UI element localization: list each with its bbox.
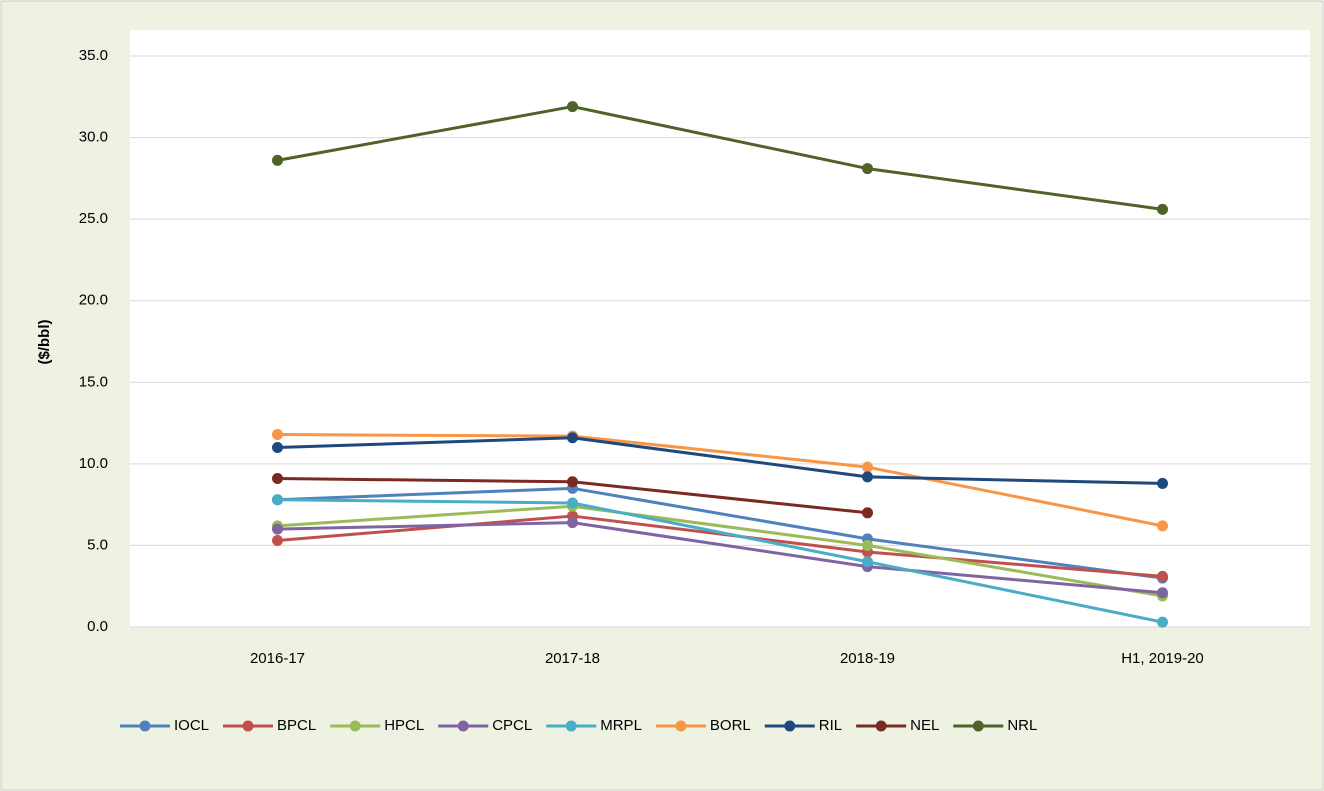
data-point <box>1157 477 1168 489</box>
data-point <box>567 517 578 529</box>
data-point <box>272 154 283 166</box>
data-point <box>272 428 283 440</box>
legend-label: BORL <box>710 717 751 734</box>
data-point <box>272 494 283 506</box>
legend-marker <box>875 720 887 732</box>
x-tick-label: 2018-19 <box>840 650 895 667</box>
y-tick-label: 35.0 <box>79 47 108 64</box>
legend-label: IOCL <box>174 717 209 734</box>
data-point <box>1157 203 1168 215</box>
y-tick-label: 30.0 <box>79 129 108 146</box>
data-point <box>862 461 873 473</box>
data-point <box>567 476 578 488</box>
x-tick-label: H1, 2019-20 <box>1121 650 1204 667</box>
legend-marker <box>139 720 151 732</box>
legend-label: HPCL <box>384 717 424 734</box>
series-line <box>277 498 1163 624</box>
legend-label: NEL <box>910 717 939 734</box>
data-point <box>862 471 873 483</box>
y-tick-label: 10.0 <box>79 455 108 472</box>
data-point <box>272 442 283 454</box>
data-point <box>272 523 283 535</box>
data-point <box>1157 570 1168 582</box>
series-line <box>277 504 1163 598</box>
y-tick-label: 0.0 <box>87 618 108 635</box>
legend-marker <box>784 720 796 732</box>
data-point <box>567 432 578 444</box>
legend-marker <box>565 720 577 732</box>
x-tick-label: 2017-18 <box>545 650 600 667</box>
legend-label: RIL <box>819 717 842 734</box>
data-point <box>1157 520 1168 532</box>
data-point <box>862 163 873 175</box>
data-point <box>862 507 873 519</box>
legend-marker <box>242 720 254 732</box>
data-point <box>567 101 578 113</box>
y-tick-label: 15.0 <box>79 373 108 390</box>
series-line <box>277 436 1163 485</box>
data-point <box>272 535 283 547</box>
legend-marker <box>457 720 469 732</box>
legend-label: MRPL <box>600 717 642 734</box>
legend-marker <box>972 720 984 732</box>
data-point <box>862 556 873 568</box>
series-line <box>277 105 1163 211</box>
legend-label: CPCL <box>492 717 532 734</box>
y-axis-label: ($/bbl) <box>36 320 53 365</box>
y-tick-label: 20.0 <box>79 292 108 309</box>
series-line <box>277 521 1163 595</box>
y-tick-label: 5.0 <box>87 536 108 553</box>
legend-marker <box>675 720 687 732</box>
series-line <box>277 486 1163 580</box>
legend-marker <box>349 720 361 732</box>
y-tick-label: 25.0 <box>79 210 108 227</box>
data-point <box>862 539 873 551</box>
legend-label: BPCL <box>277 717 316 734</box>
x-tick-label: 2016-17 <box>250 650 305 667</box>
series-line <box>277 514 1163 578</box>
data-point <box>1157 616 1168 628</box>
data-point <box>567 497 578 509</box>
data-point <box>272 473 283 485</box>
legend-label: NRL <box>1007 717 1037 734</box>
data-point <box>1157 587 1168 599</box>
series-line <box>277 432 1163 528</box>
